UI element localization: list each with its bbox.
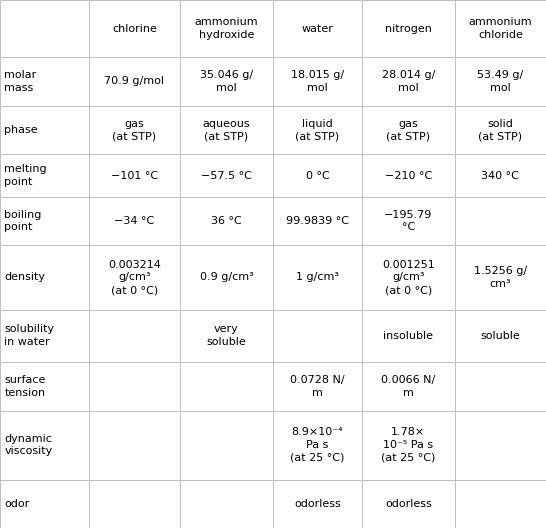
- Text: water: water: [301, 24, 334, 34]
- Text: 340 °C: 340 °C: [482, 171, 519, 181]
- Text: 53.49 g/
mol: 53.49 g/ mol: [477, 70, 524, 93]
- Text: 0.003214
g/cm³
(at 0 °C): 0.003214 g/cm³ (at 0 °C): [108, 260, 161, 295]
- Text: insoluble: insoluble: [383, 331, 434, 341]
- Text: surface
tension: surface tension: [4, 375, 46, 398]
- Text: molar
mass: molar mass: [4, 70, 37, 93]
- Text: 36 °C: 36 °C: [211, 216, 242, 226]
- Text: phase: phase: [4, 125, 38, 135]
- Text: 0.9 g/cm³: 0.9 g/cm³: [200, 272, 253, 282]
- Text: −57.5 °C: −57.5 °C: [201, 171, 252, 181]
- Text: gas
(at STP): gas (at STP): [386, 119, 430, 142]
- Text: −34 °C: −34 °C: [114, 216, 155, 226]
- Text: 99.9839 °C: 99.9839 °C: [286, 216, 349, 226]
- Text: 35.046 g/
mol: 35.046 g/ mol: [200, 70, 253, 93]
- Text: boiling
point: boiling point: [4, 210, 41, 232]
- Text: solubility
in water: solubility in water: [4, 324, 55, 347]
- Text: 18.015 g/
mol: 18.015 g/ mol: [291, 70, 344, 93]
- Text: odorless: odorless: [385, 499, 432, 509]
- Text: very
soluble: very soluble: [206, 324, 246, 347]
- Text: 1.78×
10⁻⁵ Pa s
(at 25 °C): 1.78× 10⁻⁵ Pa s (at 25 °C): [381, 427, 436, 463]
- Text: 8.9×10⁻⁴
Pa s
(at 25 °C): 8.9×10⁻⁴ Pa s (at 25 °C): [290, 427, 345, 463]
- Text: −210 °C: −210 °C: [385, 171, 432, 181]
- Text: 0 °C: 0 °C: [306, 171, 329, 181]
- Text: solid
(at STP): solid (at STP): [478, 119, 523, 142]
- Text: ammonium
hydroxide: ammonium hydroxide: [195, 17, 258, 40]
- Text: melting
point: melting point: [4, 164, 47, 187]
- Text: −101 °C: −101 °C: [111, 171, 158, 181]
- Text: aqueous
(at STP): aqueous (at STP): [203, 119, 250, 142]
- Text: 70.9 g/mol: 70.9 g/mol: [104, 77, 164, 87]
- Text: 0.0728 N/
m: 0.0728 N/ m: [290, 375, 345, 398]
- Text: dynamic
viscosity: dynamic viscosity: [4, 433, 52, 457]
- Text: chlorine: chlorine: [112, 24, 157, 34]
- Text: nitrogen: nitrogen: [385, 24, 432, 34]
- Text: liquid
(at STP): liquid (at STP): [295, 119, 340, 142]
- Text: ammonium
chloride: ammonium chloride: [468, 17, 532, 40]
- Text: 1.5256 g/
cm³: 1.5256 g/ cm³: [474, 266, 527, 289]
- Text: gas
(at STP): gas (at STP): [112, 119, 157, 142]
- Text: −195.79
°C: −195.79 °C: [384, 210, 432, 232]
- Text: soluble: soluble: [480, 331, 520, 341]
- Text: odorless: odorless: [294, 499, 341, 509]
- Text: 0.001251
g/cm³
(at 0 °C): 0.001251 g/cm³ (at 0 °C): [382, 260, 435, 295]
- Text: odor: odor: [4, 499, 29, 509]
- Text: density: density: [4, 272, 45, 282]
- Text: 0.0066 N/
m: 0.0066 N/ m: [381, 375, 435, 398]
- Text: 28.014 g/
mol: 28.014 g/ mol: [382, 70, 435, 93]
- Text: 1 g/cm³: 1 g/cm³: [296, 272, 339, 282]
